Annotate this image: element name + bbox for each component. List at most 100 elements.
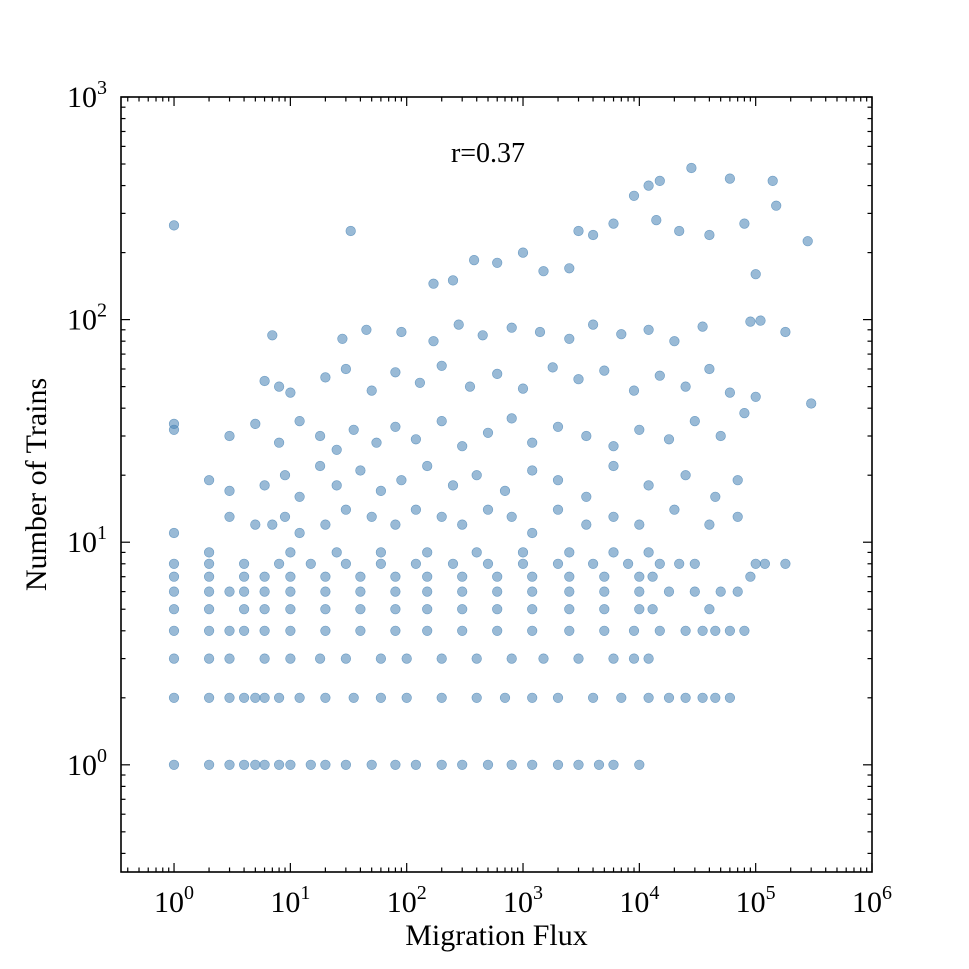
data-point	[552, 504, 564, 515]
data-point	[634, 759, 645, 770]
data-point	[802, 236, 813, 247]
data-point	[710, 625, 721, 636]
data-point	[285, 387, 296, 398]
data-point	[593, 759, 605, 770]
data-point	[697, 625, 708, 636]
data-point	[477, 330, 488, 341]
data-point	[340, 558, 352, 569]
data-point	[340, 504, 352, 515]
data-point	[250, 418, 261, 430]
data-point	[168, 759, 180, 770]
data-point	[224, 511, 235, 522]
data-point	[259, 604, 270, 615]
data-point	[224, 625, 235, 636]
data-point	[457, 519, 468, 530]
data-point	[697, 321, 708, 332]
data-point	[168, 653, 180, 664]
data-point	[204, 475, 215, 486]
data-point	[538, 266, 549, 277]
data-point	[464, 381, 476, 392]
y-tick-label: 101	[67, 522, 107, 559]
data-point	[422, 604, 433, 615]
data-point	[643, 180, 654, 191]
data-point	[279, 511, 291, 522]
data-point	[294, 416, 305, 427]
data-point	[534, 326, 546, 338]
data-point	[499, 485, 511, 497]
data-point	[390, 625, 401, 636]
data-point	[168, 418, 180, 430]
data-point	[204, 692, 215, 703]
data-point	[552, 421, 564, 432]
data-point	[224, 692, 235, 703]
data-point	[239, 625, 250, 636]
data-point	[674, 225, 685, 237]
data-point	[527, 465, 538, 476]
data-point	[517, 547, 529, 558]
data-point	[634, 519, 645, 530]
data-point	[168, 692, 180, 703]
data-point	[704, 229, 715, 241]
plot-frame	[120, 96, 873, 873]
data-point	[755, 315, 766, 326]
x-axis-title: Migration Flux	[405, 919, 588, 952]
data-point	[390, 367, 401, 378]
data-point	[204, 604, 215, 615]
y-tick-label: 100	[67, 745, 107, 782]
data-point	[704, 519, 715, 530]
points-layer	[168, 162, 817, 770]
data-point	[285, 571, 296, 582]
data-point	[587, 319, 599, 330]
data-point	[724, 692, 736, 703]
data-point	[643, 653, 654, 664]
data-point	[436, 692, 447, 703]
data-point	[750, 558, 761, 569]
data-point	[320, 571, 331, 582]
data-point	[457, 604, 468, 615]
data-point	[469, 255, 480, 266]
data-point	[608, 441, 619, 452]
data-point	[587, 229, 599, 241]
data-point	[654, 370, 665, 381]
data-point	[724, 173, 736, 184]
data-point	[724, 625, 736, 636]
data-point	[239, 586, 250, 597]
data-point	[401, 653, 412, 664]
data-point	[710, 491, 721, 502]
data-point	[643, 480, 654, 491]
data-point	[315, 460, 326, 472]
data-point	[739, 218, 750, 229]
data-point	[239, 692, 250, 703]
data-point	[686, 162, 697, 174]
data-point	[739, 408, 750, 419]
data-point	[573, 653, 584, 664]
data-point	[710, 692, 721, 703]
data-point	[643, 547, 654, 558]
data-point	[375, 547, 387, 558]
data-point	[654, 625, 665, 636]
data-point	[294, 527, 305, 539]
data-point	[680, 692, 691, 703]
data-point	[608, 460, 619, 472]
data-point	[348, 424, 359, 435]
data-point	[239, 558, 250, 569]
data-point	[732, 586, 743, 597]
data-point	[436, 360, 447, 371]
data-point	[250, 759, 261, 770]
data-point	[305, 759, 316, 770]
data-point	[599, 586, 610, 597]
data-point	[599, 604, 610, 615]
data-point	[390, 571, 401, 582]
data-point	[315, 430, 326, 442]
data-point	[628, 625, 640, 636]
data-point	[390, 519, 401, 530]
data-point	[274, 759, 285, 770]
data-point	[259, 586, 270, 597]
data-point	[471, 547, 482, 558]
data-point	[274, 692, 285, 703]
x-tick-label: 103	[503, 882, 543, 919]
data-point	[204, 625, 215, 636]
data-point	[527, 527, 538, 539]
data-point	[564, 604, 575, 615]
data-point	[767, 175, 778, 186]
